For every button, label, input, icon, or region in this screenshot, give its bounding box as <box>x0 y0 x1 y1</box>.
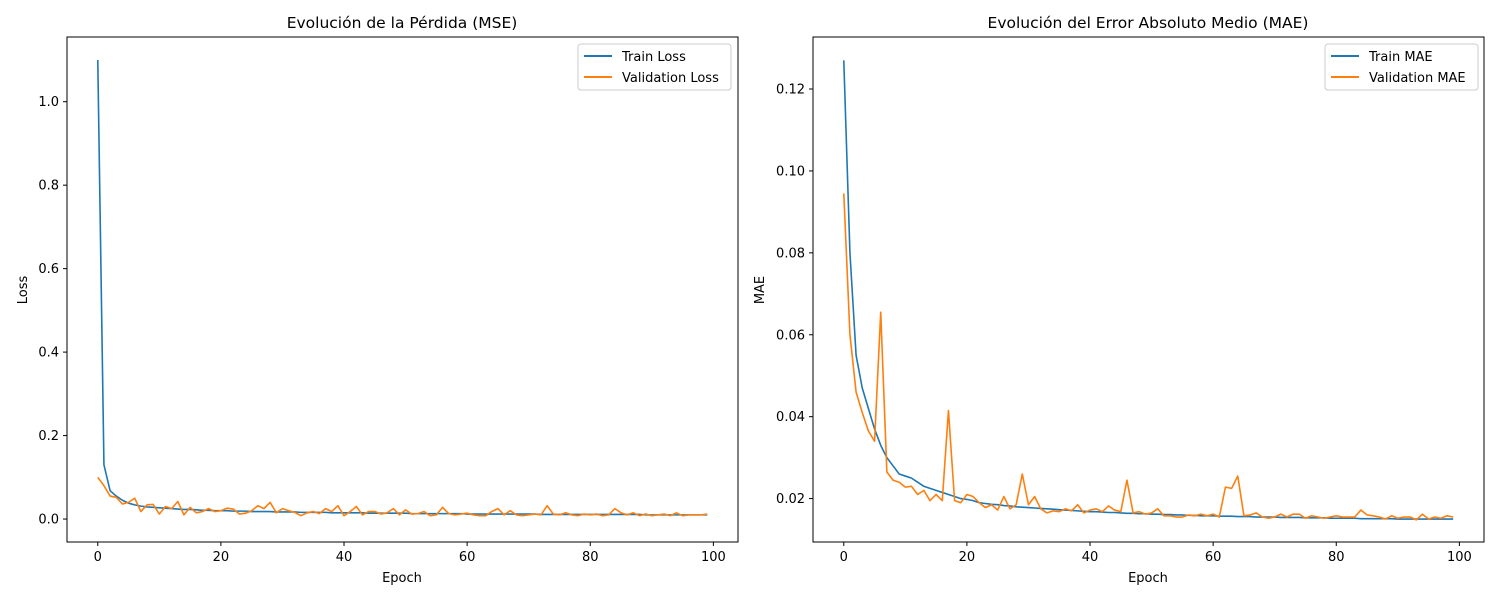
mae-xtick-label: 80 <box>1328 550 1345 565</box>
loss-xtick-label: 0 <box>94 550 102 565</box>
mae-xtick-label: 20 <box>959 550 976 565</box>
loss-chart-frame <box>66 36 739 543</box>
loss-chart: Evolución de la Pérdida (MSE) 0 20 40 60 80 1… <box>16 14 739 586</box>
mae-chart-ylabel: MAE <box>753 276 768 304</box>
mae-xtick-label: 100 <box>1447 550 1472 565</box>
mae-xtick-label: 0 <box>840 550 848 565</box>
mae-ytick-label: 0.10 <box>776 164 805 179</box>
loss-ytick-label: 0.0 <box>38 513 59 528</box>
series-line-validation-loss <box>97 476 708 517</box>
loss-ytick-label: 0.4 <box>38 346 59 361</box>
legend-label-train-loss: Train Loss <box>621 50 686 65</box>
mae-ytick-label: 0.06 <box>776 328 805 343</box>
legend-label-validation-mae: Validation MAE <box>1369 71 1466 86</box>
legend-label-train-mae: Train MAE <box>1368 50 1433 65</box>
series-line-train-loss <box>96 59 708 516</box>
mae-chart-frame <box>812 36 1485 543</box>
legend-label-validation-loss: Validation Loss <box>622 71 719 86</box>
mae-chart: Evolución del Error Absoluto Medio (MAE)… <box>753 14 1485 586</box>
loss-ytick-label: 0.8 <box>38 179 59 194</box>
loss-ytick-label: 0.6 <box>38 262 59 277</box>
loss-ytick-label: 0.2 <box>38 429 59 444</box>
loss-xtick-label: 100 <box>701 550 726 565</box>
loss-xtick-label: 20 <box>213 550 230 565</box>
legend-box <box>577 43 732 91</box>
mae-chart-xlabel: Epoch <box>1128 571 1168 586</box>
loss-chart-title: Evolución de la Pérdida (MSE) <box>287 14 518 32</box>
loss-xtick-label: 40 <box>336 550 353 565</box>
mae-ytick-label: 0.08 <box>776 246 805 261</box>
mae-ytick-label: 0.02 <box>776 492 805 507</box>
loss-chart-ylabel: Loss <box>16 276 31 305</box>
loss-xtick-label: 80 <box>582 550 599 565</box>
legend-box <box>1324 43 1479 91</box>
mae-ytick-label: 0.12 <box>776 83 805 98</box>
loss-xtick-label: 60 <box>459 550 476 565</box>
loss-chart-xlabel: Epoch <box>382 571 422 586</box>
mae-chart-title: Evolución del Error Absoluto Medio (MAE) <box>988 14 1309 32</box>
series-line-train-mae <box>842 60 1454 520</box>
mae-chart-legend: Train MAE Validation MAE <box>1324 43 1479 91</box>
loss-ytick-label: 1.0 <box>38 95 59 110</box>
mae-xtick-label: 60 <box>1205 550 1222 565</box>
mae-xtick-label: 40 <box>1082 550 1099 565</box>
mae-ytick-label: 0.04 <box>776 410 805 425</box>
series-line-validation-mae <box>842 193 1454 521</box>
loss-chart-legend: Train Loss Validation Loss <box>577 43 732 91</box>
